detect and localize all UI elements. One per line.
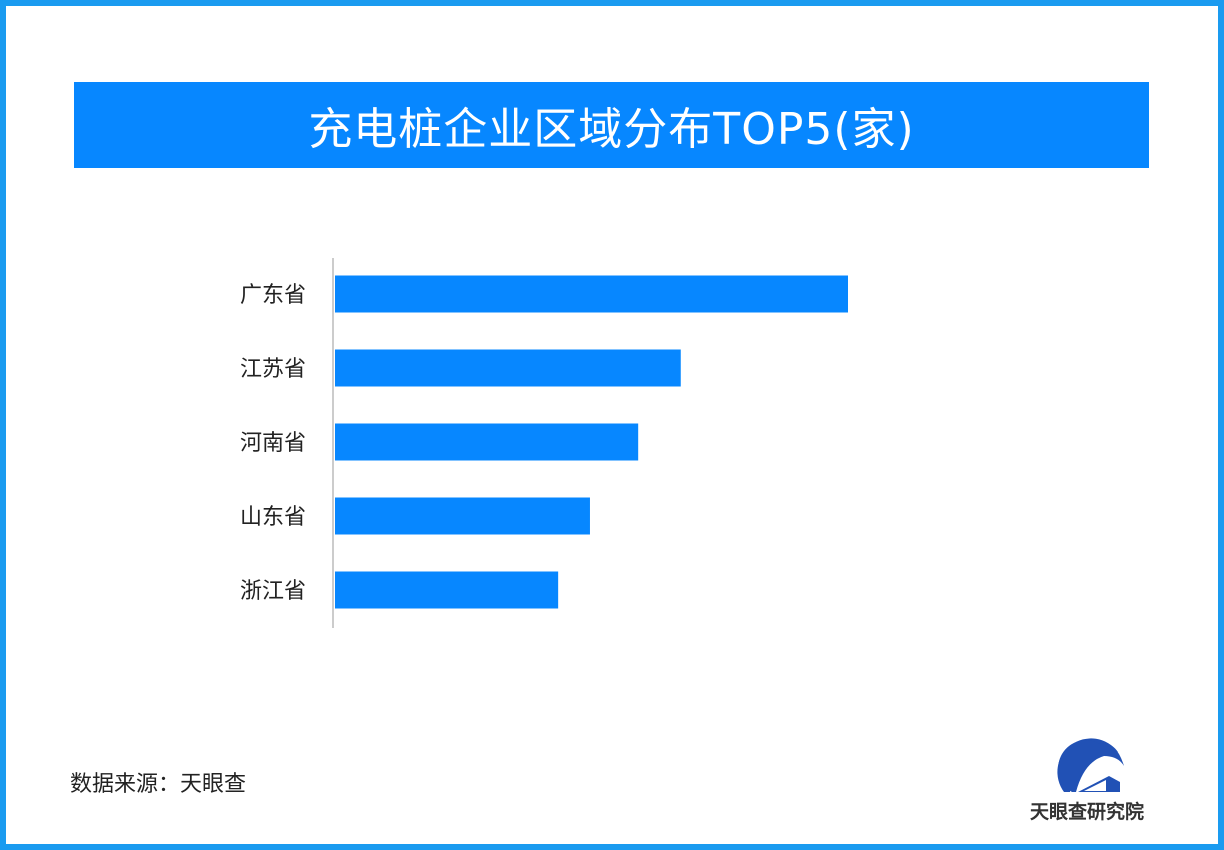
- bar-1: [335, 349, 681, 387]
- chart-title: 充电桩企业区域分布TOP5(家): [74, 82, 1149, 168]
- bar-4: [335, 571, 559, 609]
- bar-2: [335, 423, 639, 461]
- category-label: 河南省: [240, 431, 306, 456]
- category-label: 广东省: [240, 283, 306, 308]
- category-label: 江苏省: [240, 357, 306, 382]
- bar-3: [335, 497, 590, 535]
- data-source: 数据来源：天眼查: [70, 772, 247, 797]
- bar-0: [335, 275, 848, 313]
- category-label: 山东省: [240, 505, 306, 530]
- category-label: 浙江省: [240, 579, 306, 604]
- logo-text: 天眼查研究院: [1030, 801, 1145, 823]
- tianyancha-logo-icon: [1057, 738, 1124, 792]
